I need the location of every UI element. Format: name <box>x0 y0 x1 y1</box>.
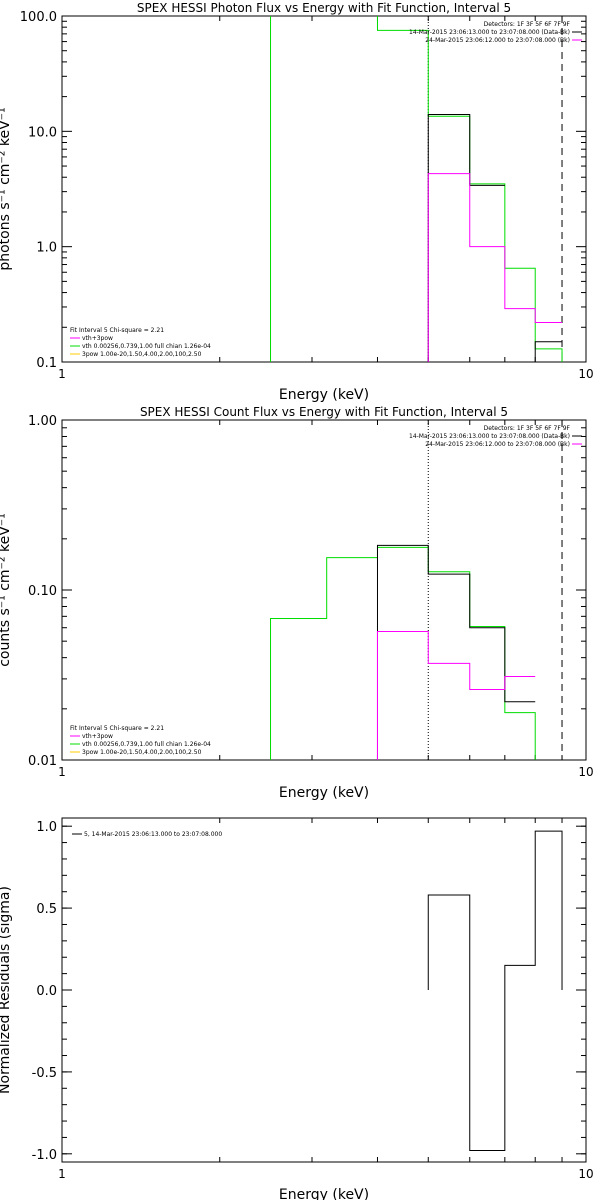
y-tick-label: 100.0 <box>20 10 57 25</box>
y-tick-label: 0.10 <box>28 584 57 599</box>
legend-fit-entry: vth 0.00256,0.739,1.00 full chian 1.26e-… <box>82 343 211 350</box>
y-tick-label: 0.01 <box>28 754 57 769</box>
x-tick-label: 10 <box>578 765 593 779</box>
legend-fit-entry: 3pow 1.00e-20,1.50,4.00,2.00,100,2.50 <box>82 749 202 756</box>
series-residuals-line <box>427 830 563 1152</box>
x-tick-label: 10 <box>578 1167 593 1181</box>
x-tick-label: 10 <box>578 367 593 381</box>
legend-fit-entry: vth+3pow <box>82 733 113 740</box>
legend-fit-header: Fit Interval 5 Chi-square = 2.21 <box>70 327 164 334</box>
legend-detectors: Detectors: 1F 3F 5F 6F 7F 9F <box>484 21 571 28</box>
y-tick-label: 10.0 <box>28 125 57 140</box>
series-black-line <box>534 341 563 362</box>
y-axis-label: Normalized Residuals (sigma) <box>0 886 13 1094</box>
y-axis-label: photons s⁻¹ cm⁻² keV⁻¹ <box>0 107 13 270</box>
y-tick-label: 0.1 <box>36 356 57 371</box>
legend-fit-entry: vth+3pow <box>82 335 113 342</box>
y-tick-label: 1.00 <box>28 414 57 429</box>
legend-time-range: 24-Mar-2015 23:06:12.000 to 23:07:08.000… <box>425 441 570 448</box>
x-tick-label: 1 <box>58 367 66 381</box>
legend-time-range: 14-Mar-2015 23:06:13.000 to 23:07:08.000… <box>409 29 570 36</box>
x-axis-label: Energy (keV) <box>279 785 369 801</box>
plot-frame <box>61 15 587 363</box>
y-tick-label: 1.0 <box>36 241 57 256</box>
legend-time-range: 24-Mar-2015 23:06:12.000 to 23:07:08.000… <box>425 37 570 44</box>
series-magenta-line <box>427 173 563 362</box>
x-tick-label: 1 <box>58 765 66 779</box>
x-tick-label: 1 <box>58 1167 66 1181</box>
legend-detectors: Detectors: 1F 3F 5F 6F 7F 9F <box>484 425 571 432</box>
chart-title: SPEX HESSI Count Flux vs Energy with Fit… <box>140 405 508 419</box>
legend-fit-entry: 3pow 1.00e-20,1.50,4.00,2.00,100,2.50 <box>82 351 202 358</box>
y-tick-label: -1.0 <box>32 1148 57 1163</box>
x-axis-label: Energy (keV) <box>279 1187 369 1200</box>
legend-interval-entry: 5, 14-Mar-2015 23:06:13.000 to 23:07:08.… <box>84 831 222 838</box>
x-axis-label: Energy (keV) <box>279 387 369 403</box>
y-tick-label: 1.0 <box>36 820 57 835</box>
y-tick-label: -0.5 <box>32 1066 57 1081</box>
legend-fit-entry: vth 0.00256,0.739,1.00 full chian 1.26e-… <box>82 741 211 748</box>
legend-time-range: 14-Mar-2015 23:06:13.000 to 23:07:08.000… <box>409 433 570 440</box>
legend-fit-header: Fit Interval 5 Chi-square = 2.21 <box>70 725 164 732</box>
y-tick-label: 0.5 <box>36 902 57 917</box>
y-axis-label: counts s⁻¹ cm⁻² keV⁻¹ <box>0 513 13 667</box>
series-magenta-line <box>376 631 536 760</box>
y-tick-label: 0.0 <box>36 984 57 999</box>
chart-title: SPEX HESSI Photon Flux vs Energy with Fi… <box>137 1 511 15</box>
